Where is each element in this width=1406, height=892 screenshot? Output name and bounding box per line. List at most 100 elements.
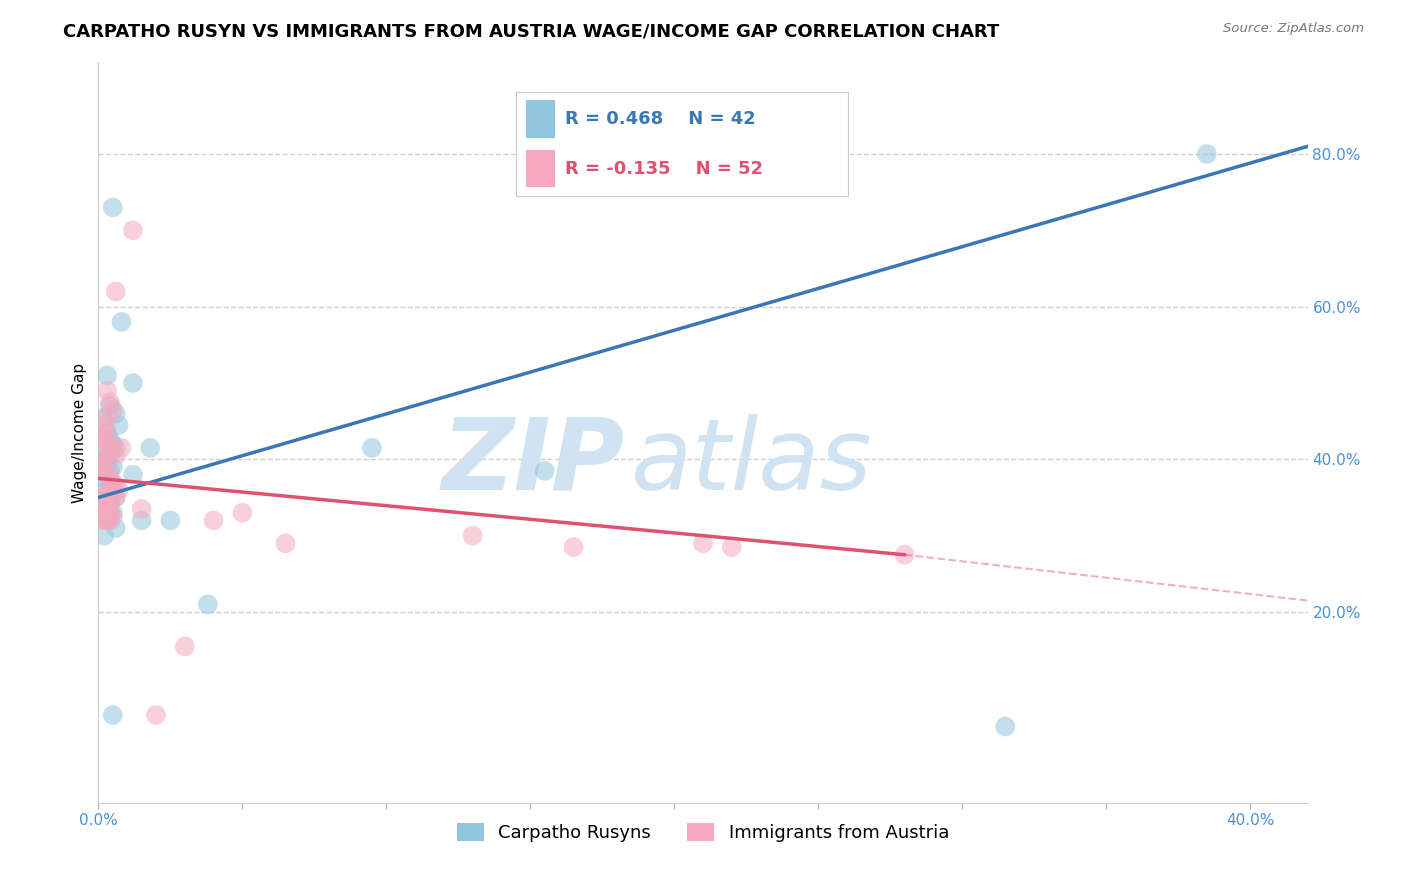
Point — [562, 540, 585, 554]
Point — [98, 395, 121, 409]
Point — [173, 640, 195, 654]
Text: Source: ZipAtlas.com: Source: ZipAtlas.com — [1223, 22, 1364, 36]
Point — [96, 467, 118, 482]
Point — [93, 460, 115, 475]
Point — [98, 434, 121, 448]
Point — [93, 417, 115, 432]
Point — [692, 536, 714, 550]
Point — [101, 437, 124, 451]
Point — [101, 201, 124, 215]
Point — [122, 376, 145, 390]
Point — [93, 434, 115, 448]
Point — [96, 437, 118, 451]
Point — [461, 529, 484, 543]
Point — [93, 502, 115, 516]
Point — [96, 410, 118, 425]
Point — [96, 456, 118, 470]
Point — [131, 502, 153, 516]
Point — [231, 506, 253, 520]
Point — [101, 402, 124, 417]
Point — [90, 429, 112, 443]
Point — [122, 467, 145, 482]
Point — [96, 467, 118, 482]
Point — [893, 548, 915, 562]
Point — [96, 502, 118, 516]
Point — [93, 452, 115, 467]
Point — [159, 513, 181, 527]
Point — [98, 513, 121, 527]
Point — [98, 498, 121, 512]
Point — [104, 491, 127, 505]
Point — [104, 479, 127, 493]
Point — [104, 449, 127, 463]
Text: atlas: atlas — [630, 414, 872, 511]
Point — [93, 498, 115, 512]
Point — [98, 444, 121, 458]
Point — [101, 708, 124, 723]
Point — [101, 460, 124, 475]
Point — [101, 509, 124, 524]
Point — [104, 521, 127, 535]
Point — [96, 506, 118, 520]
Point — [96, 444, 118, 458]
Point — [98, 471, 121, 485]
Point — [96, 384, 118, 398]
Y-axis label: Wage/Income Gap: Wage/Income Gap — [72, 362, 87, 503]
Point — [98, 464, 121, 478]
Point — [96, 425, 118, 440]
Point — [96, 513, 118, 527]
Point — [93, 491, 115, 505]
Point — [93, 529, 115, 543]
Point — [90, 494, 112, 508]
Point — [96, 425, 118, 440]
Point — [93, 513, 115, 527]
Point — [93, 471, 115, 485]
Point — [533, 464, 555, 478]
Point — [98, 479, 121, 493]
Point — [101, 506, 124, 520]
Point — [96, 494, 118, 508]
Legend: Carpatho Rusyns, Immigrants from Austria: Carpatho Rusyns, Immigrants from Austria — [450, 815, 956, 849]
Point — [96, 483, 118, 497]
Point — [96, 368, 118, 383]
Point — [90, 456, 112, 470]
Point — [104, 441, 127, 455]
Point — [96, 498, 118, 512]
Point — [145, 708, 167, 723]
Point — [98, 506, 121, 520]
Point — [110, 441, 132, 455]
Point — [104, 285, 127, 299]
Point — [93, 502, 115, 516]
Point — [720, 540, 742, 554]
Point — [93, 452, 115, 467]
Point — [139, 441, 162, 455]
Point — [101, 483, 124, 497]
Point — [101, 441, 124, 455]
Point — [101, 486, 124, 500]
Point — [202, 513, 225, 527]
Point — [131, 513, 153, 527]
Point — [361, 441, 384, 455]
Point — [197, 598, 219, 612]
Point — [101, 475, 124, 490]
Point — [101, 486, 124, 500]
Point — [96, 513, 118, 527]
Point — [98, 509, 121, 524]
Text: ZIP: ZIP — [441, 414, 624, 511]
Point — [274, 536, 297, 550]
Point — [994, 719, 1017, 733]
Point — [107, 483, 129, 497]
Point — [96, 486, 118, 500]
Point — [93, 410, 115, 425]
Point — [1195, 147, 1218, 161]
Point — [104, 407, 127, 421]
Point — [104, 491, 127, 505]
Point — [107, 417, 129, 432]
Point — [122, 223, 145, 237]
Point — [98, 494, 121, 508]
Point — [98, 449, 121, 463]
Text: CARPATHO RUSYN VS IMMIGRANTS FROM AUSTRIA WAGE/INCOME GAP CORRELATION CHART: CARPATHO RUSYN VS IMMIGRANTS FROM AUSTRI… — [63, 22, 1000, 40]
Point — [98, 399, 121, 413]
Point — [110, 315, 132, 329]
Point — [90, 464, 112, 478]
